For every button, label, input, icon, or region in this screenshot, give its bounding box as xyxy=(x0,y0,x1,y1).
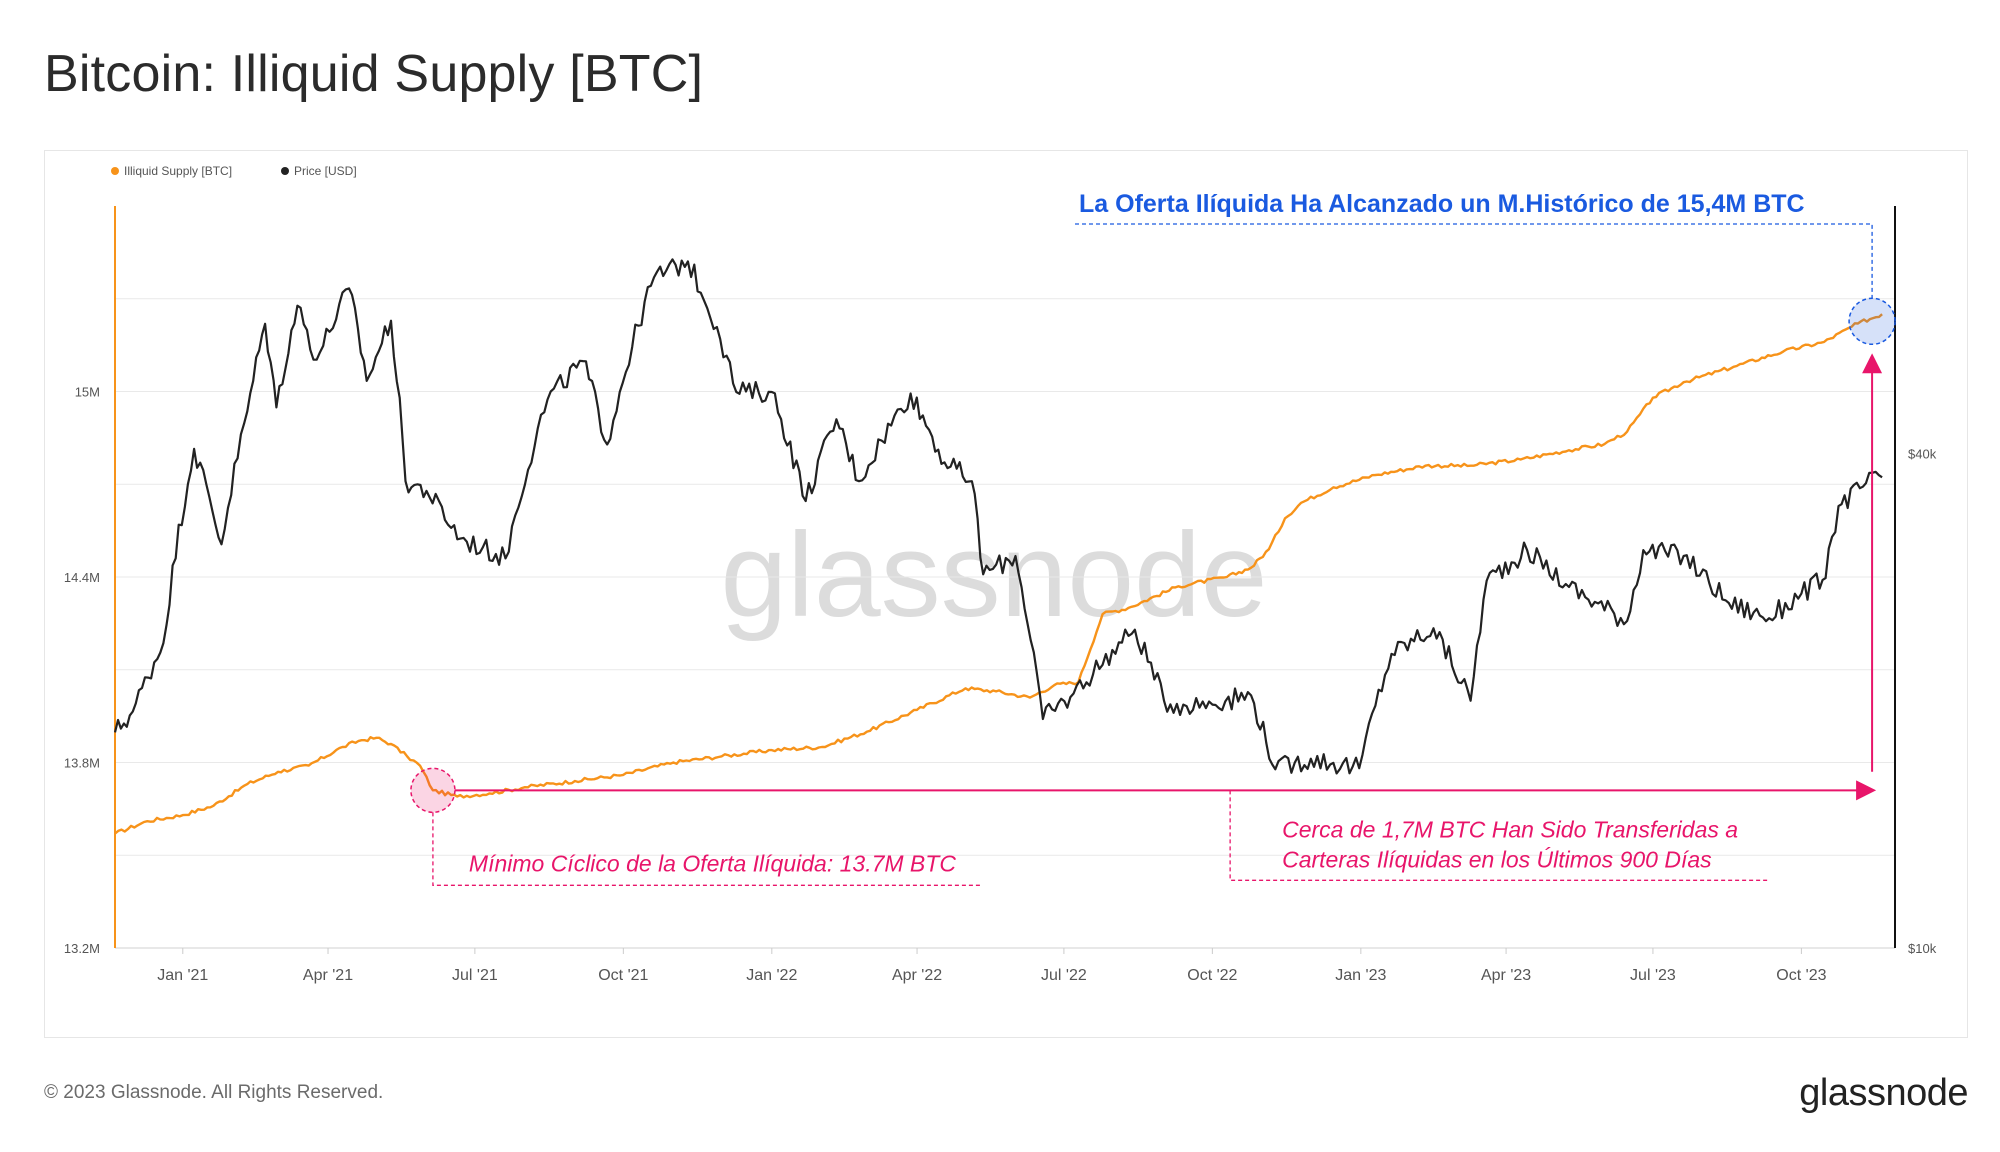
x-tick-label: Apr '23 xyxy=(1481,967,1531,984)
x-tick-label: Apr '21 xyxy=(303,967,353,984)
transfer-annotation-line1: Cerca de 1,7M BTC Han Sido Transferidas … xyxy=(1282,816,1738,842)
watermark: glassnode xyxy=(720,508,1267,642)
y-left-tick-label: 13.2M xyxy=(64,941,100,956)
x-tick-label: Apr '22 xyxy=(892,967,942,984)
annotations: Mínimo Cíclico de la Oferta Ilíquida: 13… xyxy=(410,190,1896,886)
y-right-tick-label: $10k xyxy=(1908,941,1937,956)
ath-annotation-text: La Oferta Ilíquida Ha Alcanzado un M.His… xyxy=(1079,190,1805,218)
price-series-line xyxy=(113,258,1883,775)
copyright: © 2023 Glassnode. All Rights Reserved. xyxy=(44,1082,384,1103)
glassnode-logo[interactable]: glassnode xyxy=(1799,1072,1968,1114)
x-tick-label: Jul '23 xyxy=(1630,967,1676,984)
ath-leader-line xyxy=(1075,223,1873,299)
ath-highlight-circle xyxy=(1848,297,1896,346)
series-group xyxy=(113,258,1883,835)
x-tick-label: Jan '23 xyxy=(1335,967,1386,984)
x-tick-label: Oct '21 xyxy=(598,967,648,984)
legend-label: Illiquid Supply [BTC] xyxy=(124,164,232,178)
min-highlight-circle xyxy=(410,767,456,814)
axes: 13.2M 13.8M 14.4M 15M $10k $40k Jan '21 Apr '21… xyxy=(64,206,1937,984)
y-left-tick-label: 13.8M xyxy=(64,756,100,771)
x-tick-label: Jul '21 xyxy=(452,967,498,984)
illiquid-supply-chart[interactable]: glassnode Illiquid Supply [BTC] Price [US… xyxy=(45,151,1969,1039)
min-annotation-text: Mínimo Cíclico de la Oferta Ilíquida: 13… xyxy=(469,850,956,876)
legend-marker xyxy=(281,167,289,175)
x-tick-label: Jan '22 xyxy=(746,967,797,984)
legend-marker xyxy=(111,167,119,175)
x-tick-label: Oct '22 xyxy=(1187,967,1237,984)
min-leader-line xyxy=(432,812,983,886)
x-tick-label: Oct '23 xyxy=(1776,967,1826,984)
x-tick-label: Jul '22 xyxy=(1041,967,1087,984)
illiquid-supply-series-line xyxy=(114,313,1883,835)
page-title: Bitcoin: Illiquid Supply [BTC] xyxy=(44,45,704,103)
transfer-annotation-line2: Carteras Ilíquidas en los Últimos 900 Dí… xyxy=(1282,846,1712,872)
grid xyxy=(115,298,1895,856)
y-right-tick-label: $40k xyxy=(1908,446,1937,461)
y-left-tick-label: 15M xyxy=(75,385,100,400)
x-tick-label: Jan '21 xyxy=(157,967,208,984)
y-left-tick-label: 14.4M xyxy=(64,570,100,585)
transfer-leader-line xyxy=(1229,790,1771,881)
legend-label: Price [USD] xyxy=(294,164,357,178)
chart-panel: glassnode Illiquid Supply [BTC] Price [US… xyxy=(44,150,1968,1038)
legend[interactable]: Illiquid Supply [BTC] Price [USD] xyxy=(111,164,357,178)
